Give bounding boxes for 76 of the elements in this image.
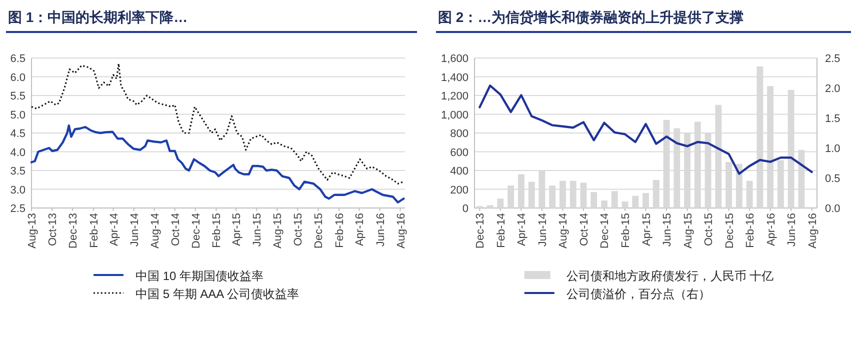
y-tick-label: 1,600 xyxy=(440,53,468,65)
y-tick-label: 4.0 xyxy=(10,146,26,159)
line-series xyxy=(30,62,404,184)
y-tick-label: 1,200 xyxy=(440,90,468,102)
x-tick-label: Aug-15 xyxy=(272,213,284,248)
x-tick-label: Oct-15 xyxy=(292,213,305,246)
y-tick-label: 5.0 xyxy=(10,109,26,122)
x-tick-label: Apr-16 xyxy=(354,213,366,246)
y-tick-label: 3.0 xyxy=(10,184,26,196)
x-tick-label: Aug-13 xyxy=(26,213,38,248)
y2-tick-label: 0.5 xyxy=(825,173,840,185)
x-tick-label: Apr-16 xyxy=(765,213,778,246)
y-tick-label: 200 xyxy=(450,184,468,196)
x-tick-label: Dec-14 xyxy=(190,213,202,248)
x-tick-label: Dec-13 xyxy=(68,213,80,248)
x-tick-label: Jun-15 xyxy=(662,213,674,247)
x-tick-label: Oct-15 xyxy=(703,213,716,246)
chart-title: 图 1：中国的长期利率下降… xyxy=(8,9,188,25)
x-tick-label: Feb-14 xyxy=(88,213,100,248)
x-tick-label: Apr-14 xyxy=(516,213,528,246)
x-tick-label: Aug-16 xyxy=(395,213,408,248)
y-tick-label: 3.5 xyxy=(10,166,26,178)
x-tick-label: Oct-13 xyxy=(47,213,60,246)
x-tick-label: Jun-14 xyxy=(128,213,141,247)
bar xyxy=(590,192,598,208)
x-tick-label: Feb-15 xyxy=(211,213,224,248)
y2-tick-label: 1.0 xyxy=(825,143,840,155)
chart-title: 图 2：…为信贷增长和债券融资的上升提供了支撑 xyxy=(438,9,744,25)
y-tick-label: 2.5 xyxy=(10,203,26,215)
x-tick-label: Apr-15 xyxy=(640,213,653,246)
bar xyxy=(486,205,494,208)
y-tick-label: 4.5 xyxy=(10,128,26,140)
y-tick-label: 0 xyxy=(462,203,468,215)
x-tick-label: Jun-16 xyxy=(786,213,798,247)
x-tick-label: Oct-14 xyxy=(170,213,182,246)
x-tick-label: Apr-14 xyxy=(108,213,120,246)
x-tick-label: Dec-15 xyxy=(724,213,736,248)
x-tick-label: Dec-13 xyxy=(474,213,487,248)
x-tick-label: Feb-16 xyxy=(744,213,757,248)
legend-label: 公司债溢价，百分点（右） xyxy=(566,287,710,301)
x-tick-label: Feb-14 xyxy=(495,213,508,248)
y-tick-label: 600 xyxy=(450,146,468,159)
y-tick-label: 6.0 xyxy=(10,72,26,84)
x-tick-label: Jun-14 xyxy=(536,213,549,247)
x-tick-label: Jun-16 xyxy=(374,213,387,247)
x-tick-label: Aug-16 xyxy=(806,213,819,248)
line-series xyxy=(478,84,813,175)
x-tick-label: Apr-15 xyxy=(231,213,244,246)
bar xyxy=(497,198,504,208)
x-tick-label: Feb-16 xyxy=(334,213,346,248)
y2-tick-label: 2.0 xyxy=(825,83,840,95)
y-tick-label: 1,000 xyxy=(440,109,468,122)
y-tick-label: 1,400 xyxy=(440,72,468,84)
legend-label: 中国 10 年期国债收益率 xyxy=(136,269,264,283)
x-tick-label: Oct-14 xyxy=(578,213,590,246)
x-tick-label: Aug-15 xyxy=(682,213,694,248)
y-tick-label: 5.5 xyxy=(10,90,26,102)
y-tick-label: 800 xyxy=(450,128,468,140)
x-tick-label: Aug-14 xyxy=(149,213,162,248)
y2-tick-label: 0.0 xyxy=(825,203,840,215)
bar xyxy=(601,200,608,208)
bar xyxy=(632,196,639,208)
bar xyxy=(622,201,628,208)
y2-tick-label: 2.5 xyxy=(825,53,840,65)
bar xyxy=(642,193,649,208)
x-tick-label: Dec-14 xyxy=(599,213,612,248)
legend-label: 公司债和地方政府债发行，人民币 十亿 xyxy=(566,269,774,283)
x-tick-label: Dec-15 xyxy=(313,213,326,248)
y-tick-label: 400 xyxy=(450,166,468,178)
y2-tick-label: 1.5 xyxy=(825,113,840,125)
x-tick-label: Aug-14 xyxy=(558,213,570,248)
legend-label: 中国 5 年期 AAA 公司债收益率 xyxy=(136,287,299,301)
y-tick-label: 6.5 xyxy=(10,53,26,65)
x-tick-label: Jun-15 xyxy=(252,213,264,247)
line-series xyxy=(30,124,405,204)
x-tick-label: Feb-15 xyxy=(620,213,632,248)
